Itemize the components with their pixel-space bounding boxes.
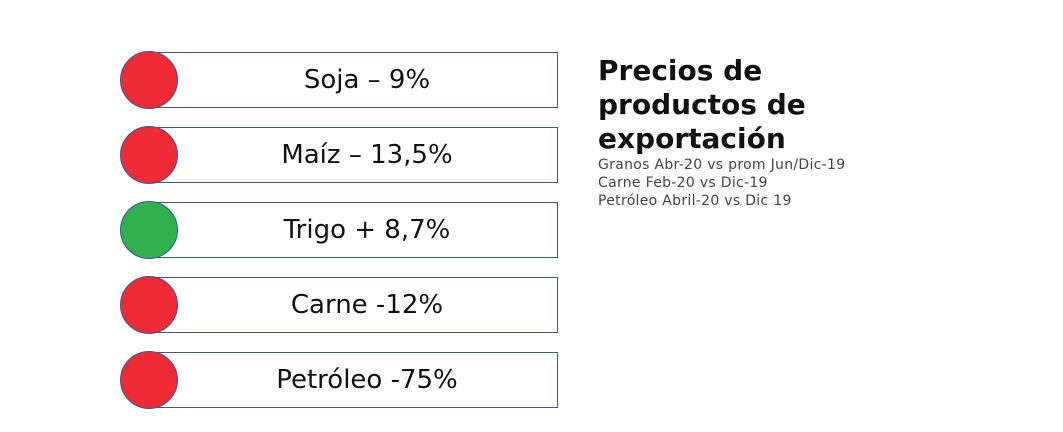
- price-label: Trigo + 8,7%: [283, 215, 451, 245]
- note-line: Carne Feb-20 vs Dic-19: [598, 175, 768, 191]
- price-box: Soja – 9%: [148, 52, 558, 108]
- price-box: Carne -12%: [148, 277, 558, 333]
- status-dot: [120, 276, 178, 334]
- status-dot: [120, 201, 178, 259]
- list-item: Petróleo -75%: [120, 351, 562, 411]
- price-label: Petróleo -75%: [276, 365, 458, 395]
- price-label: Carne -12%: [290, 290, 444, 320]
- status-dot: [120, 126, 178, 184]
- list-item: Soja – 9%: [120, 51, 562, 111]
- status-dot: [120, 351, 178, 409]
- note-line: Petróleo Abril-20 vs Dic 19: [598, 193, 792, 209]
- note-line: Granos Abr-20 vs prom Jun/Dic-19: [598, 157, 846, 173]
- list-item: Carne -12%: [120, 276, 562, 336]
- price-box: Petróleo -75%: [148, 352, 558, 408]
- title-block: Precios de productos de exportación Gran…: [598, 54, 1038, 210]
- page-title: Precios de productos de exportación: [598, 54, 806, 155]
- price-label: Maíz – 13,5%: [281, 140, 453, 170]
- product-list: Soja – 9% Maíz – 13,5% Trigo + 8,7% Carn…: [120, 51, 562, 427]
- status-dot: [120, 51, 178, 109]
- list-item: Trigo + 8,7%: [120, 201, 562, 261]
- price-box: Maíz – 13,5%: [148, 127, 558, 183]
- list-item: Maíz – 13,5%: [120, 126, 562, 186]
- price-box: Trigo + 8,7%: [148, 202, 558, 258]
- price-label: Soja – 9%: [303, 65, 431, 95]
